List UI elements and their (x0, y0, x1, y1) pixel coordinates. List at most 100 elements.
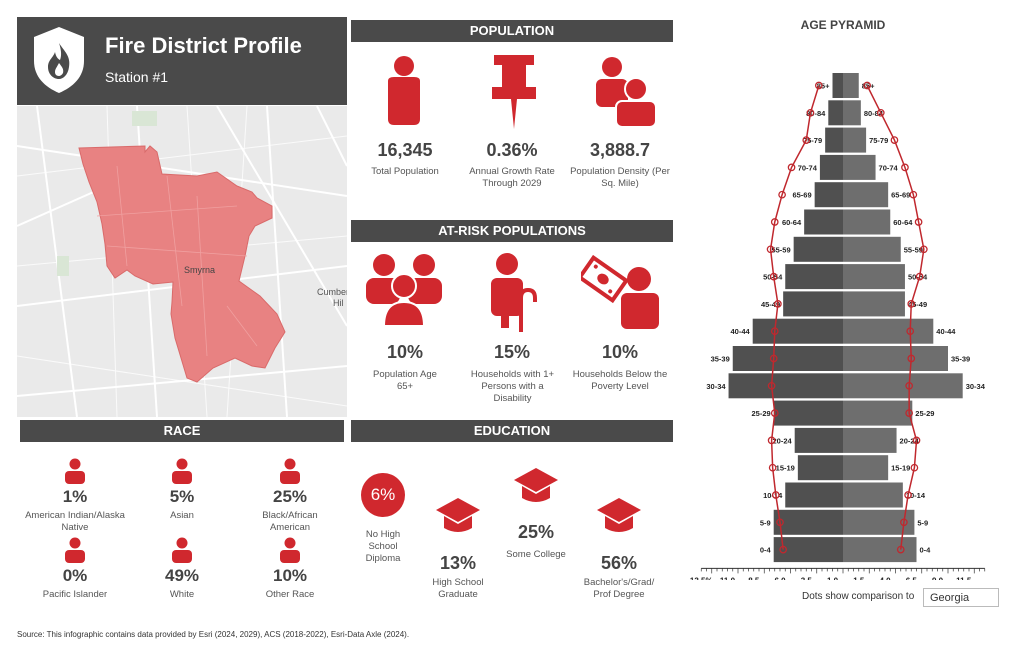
comparison-dot (776, 518, 784, 527)
pyramid-age-label: 70-74 (798, 163, 818, 172)
pyramid-age-label: 85+ (817, 82, 830, 91)
comparison-dot (768, 463, 777, 472)
district-boundary (78, 145, 286, 383)
pyramid-bar-right (843, 291, 905, 317)
pyramid-age-label: 0-4 (760, 546, 772, 555)
comparison-dot (771, 491, 780, 499)
pyramid-age-label: 55-59 (771, 245, 790, 254)
comparison-dot (905, 381, 913, 390)
x-tick-label: 4.0 (879, 576, 891, 580)
disability-label: Households with 1+ Persons with a Disabi… (470, 369, 555, 404)
cane-person-icon (491, 253, 537, 332)
source-footnote: Source: This infographic contains data p… (17, 630, 410, 639)
x-tick-label: 8.5 (748, 576, 760, 580)
age-65-label: Population Age 65+ (373, 369, 437, 392)
pyramid-age-label: 15-19 (776, 464, 795, 473)
total-population-label: Total Population (371, 166, 439, 177)
graduation-cap-icon (436, 498, 480, 532)
pyramid-bar-left (773, 509, 843, 535)
x-tick-label: 1.5 (853, 576, 865, 580)
map-label-smyrna: Smyrna (184, 265, 216, 275)
pyramid-bar-right (843, 264, 905, 290)
race-label: Pacific Islander (42, 589, 108, 600)
at-risk-section-title: AT-RISK POPULATIONS (351, 220, 673, 242)
pyramid-age-label: 65-69 (792, 191, 811, 200)
comparison-dot (770, 327, 779, 336)
pyramid-age-label: 80-84 (864, 109, 884, 118)
elderly-group-icon (366, 254, 442, 327)
race-value: 25% (272, 487, 308, 506)
comparison-dot (901, 163, 909, 172)
x-tick-label: 11.5 (956, 576, 972, 580)
race-label: Other Race (265, 589, 315, 600)
pyramid-age-label: 70-74 (879, 163, 899, 172)
pyramid-bar-right (843, 427, 897, 453)
race-label: American Indian/Alaska Native (25, 510, 125, 533)
pyramid-age-label: 80-84 (806, 109, 826, 118)
x-tick-label: 13.5% (690, 576, 713, 580)
x-tick-label: 6.0 (774, 576, 786, 580)
pyramid-bar-left (773, 400, 843, 426)
pyramid-bar-left (797, 455, 843, 481)
pyramid-age-label: 25-29 (915, 409, 934, 418)
comparison-dot (900, 518, 908, 527)
comparison-dot (774, 300, 782, 308)
pyramid-bar-left (794, 427, 843, 453)
page-subtitle: Station #1 (105, 69, 169, 85)
some-college-value: 25% (517, 522, 555, 542)
x-tick-label: 6.5 (906, 576, 918, 580)
pyramid-bar-right (843, 127, 867, 153)
pyramid-age-label: 5-9 (917, 518, 928, 527)
pyramid-age-label: 35-39 (951, 355, 970, 364)
some-college-label: Some College (506, 549, 566, 560)
race-person-icon (65, 537, 85, 563)
pyramid-age-label: 20-24 (900, 436, 920, 445)
race-person-icon (280, 458, 300, 484)
pyramid-bar-right (843, 154, 876, 180)
comparison-dot (770, 218, 779, 226)
pyramid-bar-right (843, 373, 963, 399)
pyramid-bar-left (828, 100, 843, 126)
age-pyramid-chart: 85+ 85+ 80-84 80-84 75-79 75-79 70-74 70-74 65-6… (690, 73, 986, 580)
fire-shield-icon (34, 27, 84, 93)
pyramid-bar-left (832, 73, 843, 98)
comparison-dot (769, 354, 778, 363)
no-diploma-value: 6% (370, 485, 396, 504)
comparison-dot (778, 190, 786, 199)
comparison-dropdown[interactable]: Georgia (923, 588, 999, 607)
comparison-dot (904, 491, 912, 499)
comparison-line (866, 85, 925, 550)
pyramid-bar-right (843, 182, 889, 208)
pyramid-age-label: 85+ (862, 82, 875, 91)
high-school-label: High School Graduate (432, 577, 484, 600)
pyramid-age-label: 55-59 (904, 245, 923, 254)
comparison-dot (767, 381, 776, 390)
pyramid-age-label: 35-39 (711, 355, 730, 364)
comparison-dot (802, 136, 811, 144)
race-value: 1% (62, 487, 88, 506)
pyramid-age-label: 75-79 (869, 136, 888, 145)
race-section-title: RACE (20, 420, 344, 442)
pyramid-bar-left (732, 346, 843, 371)
comparison-dot (914, 218, 923, 226)
pyramid-age-label: 30-34 (706, 382, 726, 391)
pyramid-bar-right (843, 318, 934, 344)
disability-value: 15% (493, 342, 531, 362)
comparison-dot (912, 436, 921, 445)
pyramid-age-label: 60-64 (893, 218, 913, 227)
x-tick-label: 11.0 (720, 576, 736, 580)
comparison-dot (915, 272, 924, 281)
comparison-line (769, 85, 820, 550)
comparison-label: Dots show comparison to (802, 591, 915, 602)
pyramid-age-label: 40-44 (731, 327, 751, 336)
district-map[interactable]: Smyrna Cumber Hil (17, 106, 347, 417)
density-label: Population Density (Per Sq. Mile) (570, 166, 670, 189)
race-value: 0% (62, 566, 88, 585)
comparison-dot (779, 545, 788, 554)
race-label: White (169, 589, 195, 600)
pyramid-bar-right (843, 236, 901, 262)
comparison-dot (905, 409, 913, 417)
pyramid-bar-left (819, 154, 843, 180)
x-tick-label: 9.0 (932, 576, 944, 580)
comparison-dot (890, 136, 899, 144)
